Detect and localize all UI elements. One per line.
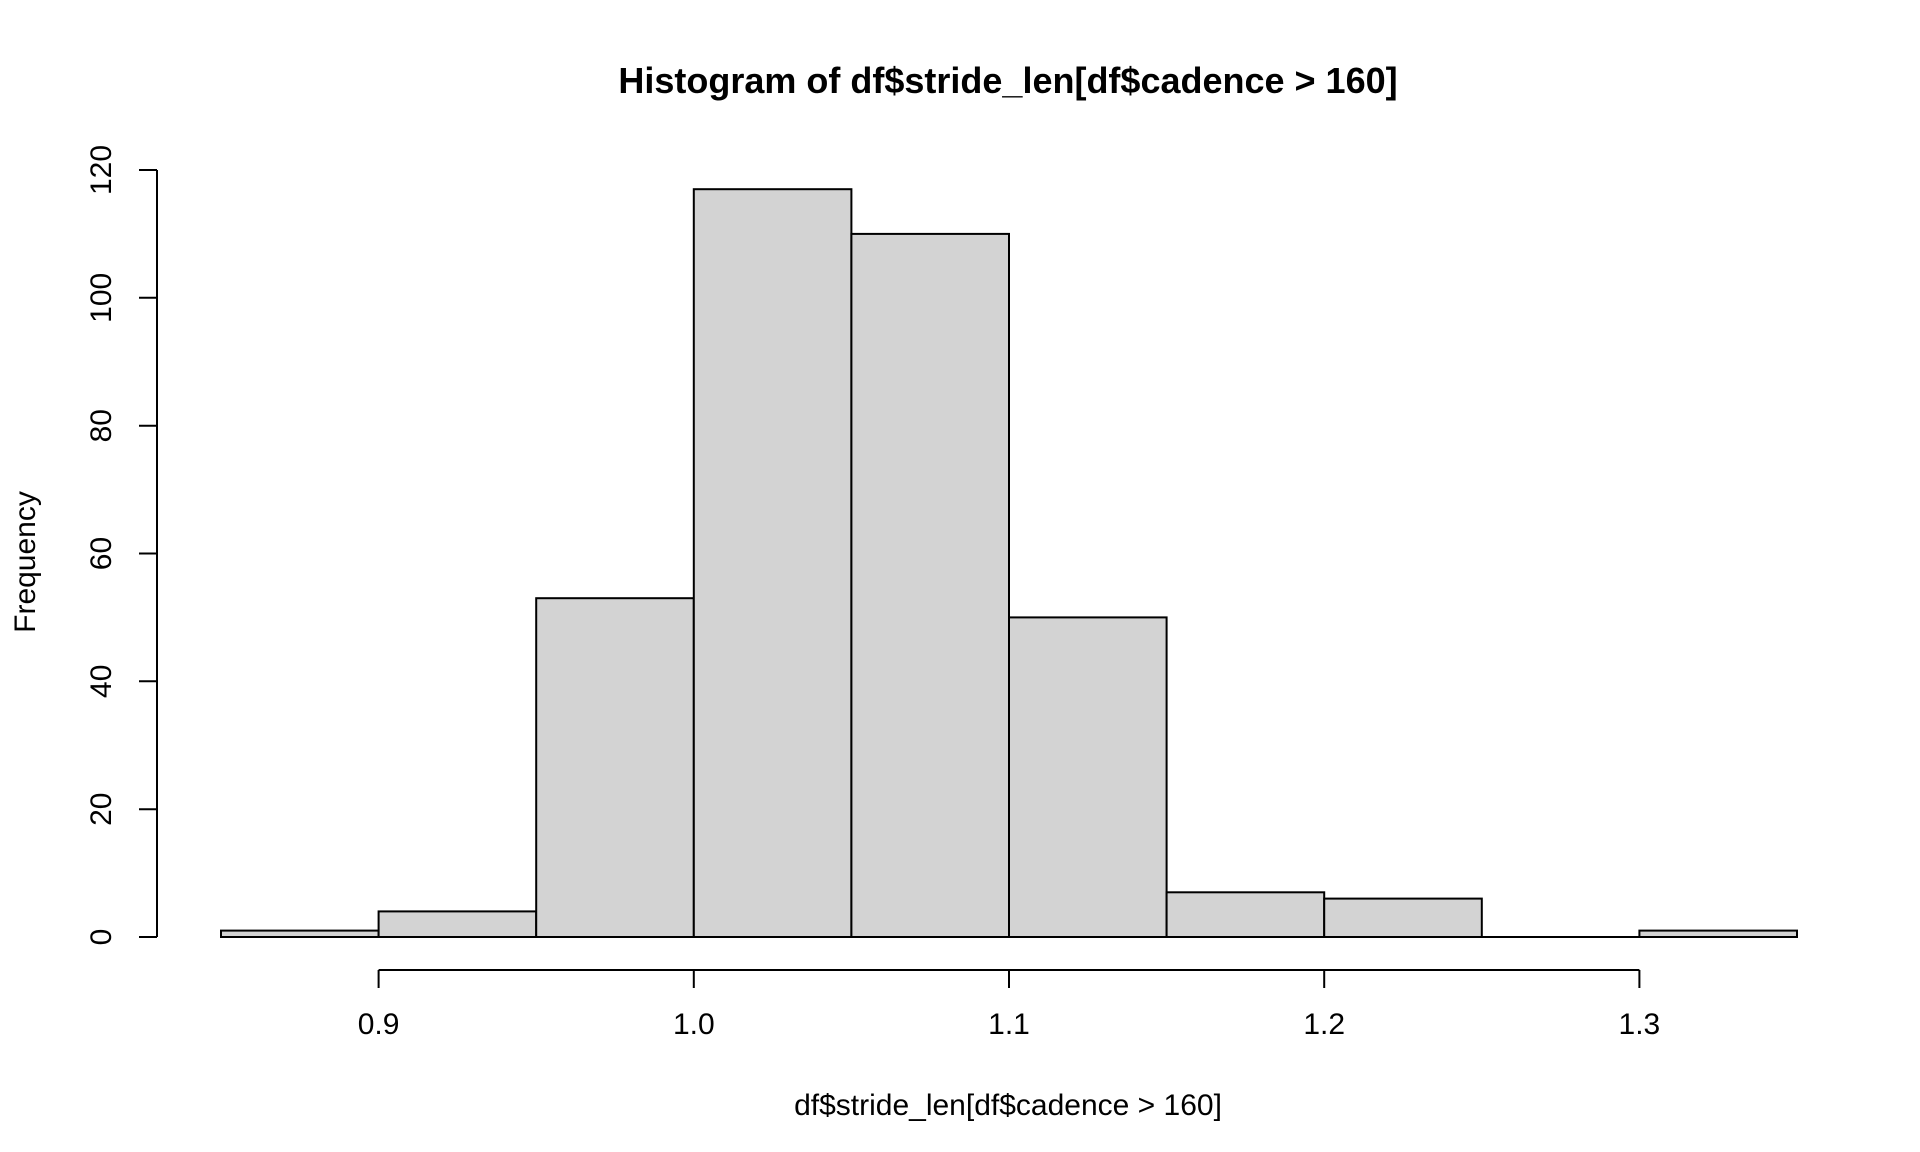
- histogram-bar-7: [1323, 897, 1483, 938]
- histogram-bar-6: [1165, 891, 1326, 938]
- y-tick-label-2: 40: [85, 665, 118, 698]
- y-tick-label-1: 20: [85, 793, 118, 826]
- x-tick-label-1: 1.0: [673, 1008, 715, 1041]
- histogram-bar-1: [377, 910, 538, 939]
- y-tick-label-6: 120: [85, 145, 118, 195]
- histogram-bars: [220, 188, 1799, 939]
- y-axis-label: Frequency: [9, 491, 42, 633]
- histogram-bar-4: [850, 232, 1011, 938]
- x-tick-label-3: 1.2: [1303, 1008, 1345, 1041]
- x-axis: 0.9 1.0 1.1 1.2 1.3: [358, 969, 1661, 1041]
- y-tick-label-5: 100: [85, 273, 118, 323]
- x-tick-label-4: 1.3: [1619, 1008, 1661, 1041]
- y-tick-label-4: 80: [85, 409, 118, 442]
- chart-title: Histogram of df$stride_len[df$cadence > …: [618, 60, 1397, 101]
- x-tick-label-2: 1.1: [988, 1008, 1030, 1041]
- histogram-bar-2: [535, 597, 695, 938]
- x-axis-label: df$stride_len[df$cadence > 160]: [794, 1089, 1222, 1122]
- histogram-bar-3: [692, 188, 853, 938]
- y-tick-label-3: 60: [85, 537, 118, 570]
- x-tick-label-0: 0.9: [358, 1008, 400, 1041]
- histogram-bar-9: [1638, 929, 1799, 938]
- y-tick-label-0: 0: [85, 929, 118, 946]
- histogram-bar-5: [1008, 616, 1168, 939]
- y-axis: 0 20 40 60 80 100 120: [85, 145, 158, 946]
- histogram-bar-0: [220, 929, 380, 938]
